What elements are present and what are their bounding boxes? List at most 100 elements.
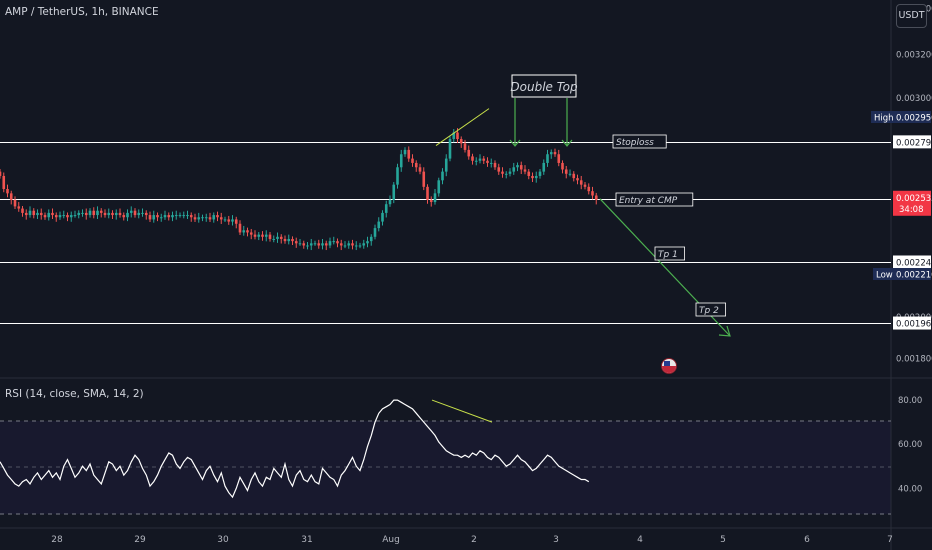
candle-body (313, 243, 317, 245)
candle-body (2, 175, 6, 189)
candle-body (388, 199, 392, 205)
level-label: Tp 1 (658, 250, 678, 260)
candle-body (272, 238, 276, 240)
candle-body (321, 243, 324, 246)
candle-body (81, 212, 84, 214)
candle-body (549, 152, 553, 155)
candle-body (291, 238, 294, 242)
double-top-arrow-right-head (561, 139, 573, 147)
candle-body (542, 162, 546, 172)
high-label: High (874, 114, 894, 124)
time-tick-label: 30 (217, 535, 229, 545)
double-top-label: Double Top (510, 80, 578, 94)
candle-body (189, 215, 193, 218)
candle-body (429, 199, 433, 203)
rsi-tick-label: 60.00 (898, 440, 922, 450)
rsi-line (0, 399, 590, 499)
candle-body (163, 215, 167, 218)
level-label-box (612, 134, 667, 149)
level-price-tag-label: 0.002797 (896, 138, 932, 148)
candle-body (283, 238, 287, 242)
candle-body (234, 219, 238, 224)
candle-body (141, 212, 144, 214)
rsi-divergence-line (431, 399, 493, 423)
candle-body (32, 210, 36, 216)
price-divergence-line (435, 108, 490, 146)
candle-body (504, 173, 508, 175)
level-label: Entry at CMP (619, 196, 678, 206)
current-price-label: 0.002535 (896, 194, 932, 204)
candle-body (287, 238, 291, 242)
candle-body (212, 215, 216, 220)
candle-body (178, 215, 182, 217)
candle-body (17, 206, 21, 209)
candle-body (36, 212, 39, 216)
candle-body (51, 212, 54, 216)
level-price-tag (893, 255, 931, 269)
candle-body (264, 234, 268, 237)
double-top-box (511, 74, 577, 98)
rsi-tick-label: 40.00 (898, 484, 922, 494)
candle-body (21, 208, 24, 213)
candle-body (324, 243, 328, 246)
candle-body (167, 215, 171, 218)
candle-body (497, 167, 501, 172)
candle-body (501, 171, 504, 174)
candle-body (583, 184, 587, 187)
candle-body (426, 186, 429, 200)
candle-body (107, 212, 111, 216)
candle-body (77, 212, 81, 216)
level-price-tag-label: 0.001963 (896, 320, 932, 330)
candle-body (261, 234, 264, 237)
candle-body (43, 215, 47, 218)
candle-body (459, 139, 463, 144)
candle-body (13, 199, 17, 207)
candle-body (257, 234, 261, 237)
candle-body (591, 191, 594, 196)
candle-body (96, 210, 99, 216)
candle-body (152, 215, 156, 220)
candle-body (576, 178, 579, 181)
candle-body (69, 215, 73, 218)
candle-body (456, 132, 459, 140)
candle-body (268, 234, 272, 239)
candle-body (516, 165, 519, 168)
candle-body (486, 160, 489, 163)
candle-body (193, 217, 197, 220)
candle-body (369, 236, 373, 242)
candle-body (362, 243, 366, 246)
candle-body (568, 173, 572, 175)
candle-body (441, 171, 444, 181)
candle-body (174, 215, 178, 217)
time-tick-label: 31 (301, 535, 312, 545)
candle-body (422, 171, 426, 187)
candle-body (358, 245, 362, 247)
candle-body (122, 215, 126, 218)
candle-body (58, 215, 62, 218)
candle-body (309, 243, 313, 246)
candle-body (223, 219, 227, 221)
candle-body (92, 210, 96, 216)
candle-body (474, 160, 478, 162)
candle-body (137, 212, 141, 216)
rsi-tick-label: 80.00 (898, 396, 922, 406)
us-flag-icon[interactable] (661, 358, 677, 374)
level-price-tag-label: 0.002244 (896, 258, 932, 268)
candle-body (171, 215, 174, 218)
high-tag-name (871, 111, 893, 123)
candle-body (39, 212, 43, 216)
candle-body (328, 241, 332, 246)
candle-body (478, 158, 482, 161)
level-label-box (615, 192, 694, 207)
candle-body (208, 217, 212, 220)
low-value: 0.002210 (896, 271, 932, 281)
candle-body (407, 149, 411, 159)
candle-body (384, 204, 388, 213)
candle-body (594, 195, 598, 200)
candle-body (231, 219, 234, 222)
level-label-box (654, 246, 686, 261)
candle-body (159, 217, 163, 219)
currency-button[interactable]: USDT (896, 4, 927, 28)
